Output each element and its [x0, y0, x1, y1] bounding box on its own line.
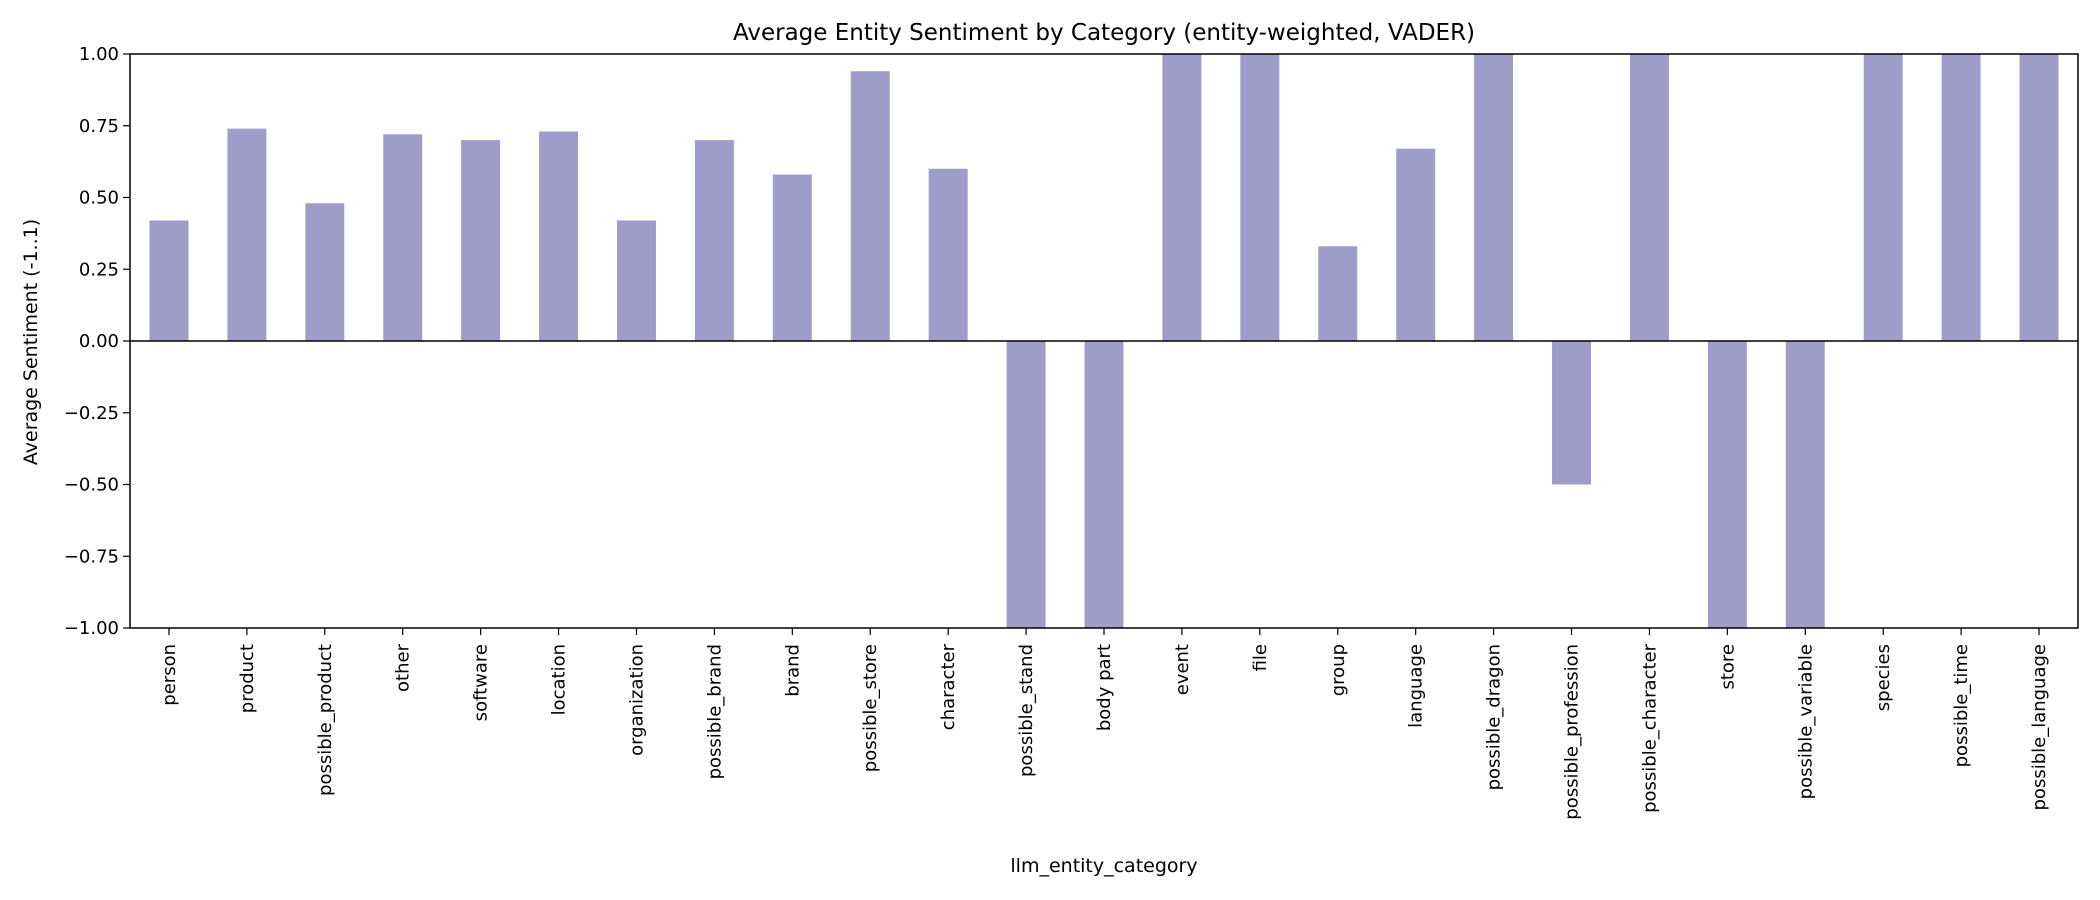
x-tick-label: body part [1094, 644, 1115, 731]
y-tick-label: −1.00 [64, 618, 119, 639]
y-tick-label: 1.00 [79, 44, 119, 65]
bar-other [383, 134, 423, 341]
x-axis-title: llm_entity_category [1010, 855, 1197, 877]
y-tick-label: 0.75 [79, 116, 119, 137]
x-tick-label: possible_store [860, 644, 881, 772]
x-axis: person product possible_product other softwa… [159, 628, 2050, 820]
bar-character [928, 168, 968, 341]
y-axis-title: Average Sentiment (-1..1) [20, 219, 42, 465]
bar-possible-store [850, 71, 890, 341]
bar-software [461, 140, 501, 341]
bar-possible-dragon [1474, 54, 1514, 341]
x-tick-label: file [1250, 644, 1271, 671]
x-tick-label: software [471, 644, 492, 721]
x-tick-label: possible_stand [1016, 644, 1037, 777]
y-tick-label: −0.50 [64, 475, 119, 496]
x-tick-label: possible_character [1639, 643, 1660, 812]
bar-possible-product [305, 203, 345, 341]
bar-body-part [1084, 341, 1124, 628]
x-tick-label: store [1717, 644, 1738, 690]
x-tick-label: possible_language [2029, 644, 2050, 811]
y-tick-label: −0.75 [64, 546, 119, 567]
x-tick-label: brand [782, 644, 803, 697]
bar-location [539, 131, 579, 341]
x-tick-label: possible_product [315, 644, 336, 796]
x-tick-label: possible_variable [1795, 644, 1816, 799]
bar-person [149, 220, 189, 341]
bar-brand [772, 174, 812, 341]
x-tick-label: possible_dragon [1484, 644, 1505, 790]
y-tick-label: 0.25 [79, 259, 119, 280]
bar-store [1707, 341, 1747, 628]
x-tick-label: organization [626, 644, 647, 756]
bar-organization [617, 220, 656, 341]
x-tick-label: possible_profession [1562, 644, 1583, 820]
x-tick-label: product [237, 644, 258, 713]
bar-product [227, 128, 267, 341]
y-tick-label: 0.50 [79, 188, 119, 209]
bar-language [1396, 148, 1436, 341]
x-tick-label: language [1406, 644, 1427, 728]
y-tick-label: 0.00 [79, 331, 119, 352]
x-tick-label: character [938, 643, 959, 730]
x-tick-label: location [549, 644, 570, 715]
x-tick-label: other [393, 643, 414, 692]
bar-possible-character [1629, 54, 1669, 341]
bar-event [1162, 54, 1202, 341]
bar-possible-language [2019, 54, 2059, 341]
chart-title: Average Entity Sentiment by Category (en… [733, 20, 1475, 46]
x-tick-label: event [1172, 644, 1193, 695]
bar-possible-time [1941, 54, 1981, 341]
bar-possible-variable [1785, 341, 1825, 628]
bar-possible-profession [1552, 341, 1591, 485]
x-tick-label: species [1873, 644, 1894, 711]
x-tick-label: possible_brand [704, 644, 725, 779]
x-tick-label: possible_time [1951, 644, 1972, 767]
x-tick-label: group [1328, 644, 1349, 696]
bars-group [149, 54, 2059, 628]
bar-possible-stand [1006, 341, 1046, 628]
y-tick-label: −0.25 [64, 403, 119, 424]
x-tick-label: person [159, 644, 180, 706]
bar-file [1240, 54, 1280, 341]
bar-possible-brand [694, 140, 734, 341]
y-axis: −1.00 −0.75 −0.50 −0.25 0.00 0.25 0.50 0.75 1.00 [64, 44, 130, 639]
bar-group [1318, 246, 1358, 341]
bar-species [1863, 54, 1903, 341]
